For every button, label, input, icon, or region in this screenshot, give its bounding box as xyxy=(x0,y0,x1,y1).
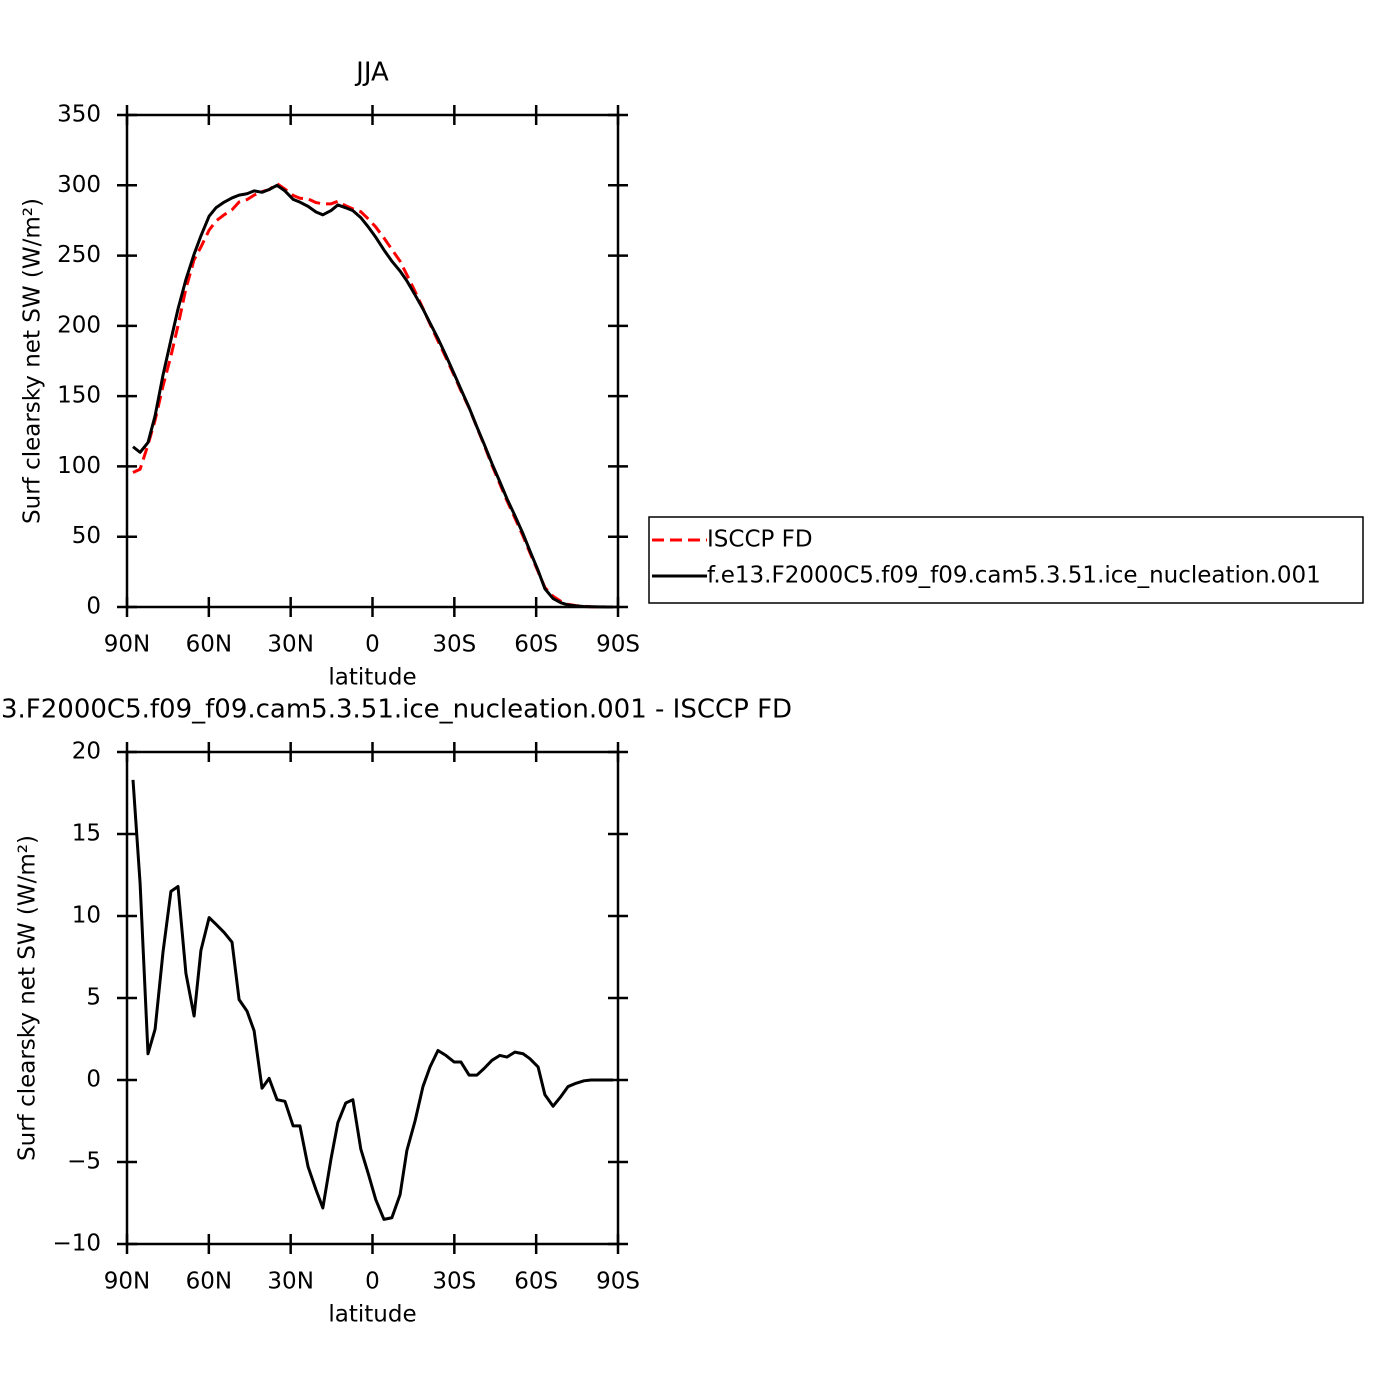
y-tick-label: 300 xyxy=(57,172,101,198)
x-tick-label: 60S xyxy=(514,1269,558,1295)
x-tick-label: 60N xyxy=(186,632,232,658)
y-tick-label: 20 xyxy=(72,739,101,765)
data-line xyxy=(132,183,614,609)
y-tick-label: 50 xyxy=(72,523,101,549)
data-line xyxy=(132,182,614,609)
x-tick-label: 60S xyxy=(514,632,558,658)
x-axis-label: latitude xyxy=(328,665,416,691)
y-tick-label: 250 xyxy=(57,242,101,268)
y-axis-label: Surf clearsky net SW (W/m²) xyxy=(20,198,46,524)
y-tick-label: 0 xyxy=(86,1067,101,1093)
y-tick-label: 15 xyxy=(72,821,101,847)
x-tick-label: 90S xyxy=(596,632,640,658)
x-tick-label: 90N xyxy=(104,632,150,658)
y-tick-label: 5 xyxy=(86,985,101,1011)
y-tick-label: 200 xyxy=(57,312,101,338)
x-tick-label: 30N xyxy=(267,1269,313,1295)
x-tick-label: 0 xyxy=(365,1269,380,1295)
legend-label: ISCCP FD xyxy=(707,527,813,553)
x-axis-label: latitude xyxy=(328,1302,416,1328)
x-tick-label: 90S xyxy=(596,1269,640,1295)
x-tick-label: 60N xyxy=(186,1269,232,1295)
y-tick-label: 150 xyxy=(57,383,101,409)
x-tick-label: 30S xyxy=(432,1269,476,1295)
plot-frame xyxy=(125,750,620,1246)
legend-box xyxy=(648,516,1364,604)
x-tick-label: 30N xyxy=(267,632,313,658)
y-tick-label: −10 xyxy=(52,1231,101,1257)
y-tick-label: 100 xyxy=(57,453,101,479)
y-tick-label: −5 xyxy=(67,1149,101,1175)
y-tick-label: 10 xyxy=(72,903,101,929)
plot-frame xyxy=(125,113,620,609)
chart-title: JJA xyxy=(354,58,389,88)
y-tick-label: 350 xyxy=(57,102,101,128)
y-tick-label: 0 xyxy=(86,594,101,620)
x-tick-label: 0 xyxy=(365,632,380,658)
x-tick-label: 30S xyxy=(432,632,476,658)
data-line xyxy=(131,779,614,1221)
legend-label: f.e13.F2000C5.f09_f09.cam5.3.51.ice_nucl… xyxy=(707,563,1321,589)
chart-title: f.e13.F2000C5.f09_f09.cam5.3.51.ice_nucl… xyxy=(0,695,792,725)
y-axis-label: Surf clearsky net SW (W/m²) xyxy=(15,835,41,1161)
x-tick-label: 90N xyxy=(104,1269,150,1295)
